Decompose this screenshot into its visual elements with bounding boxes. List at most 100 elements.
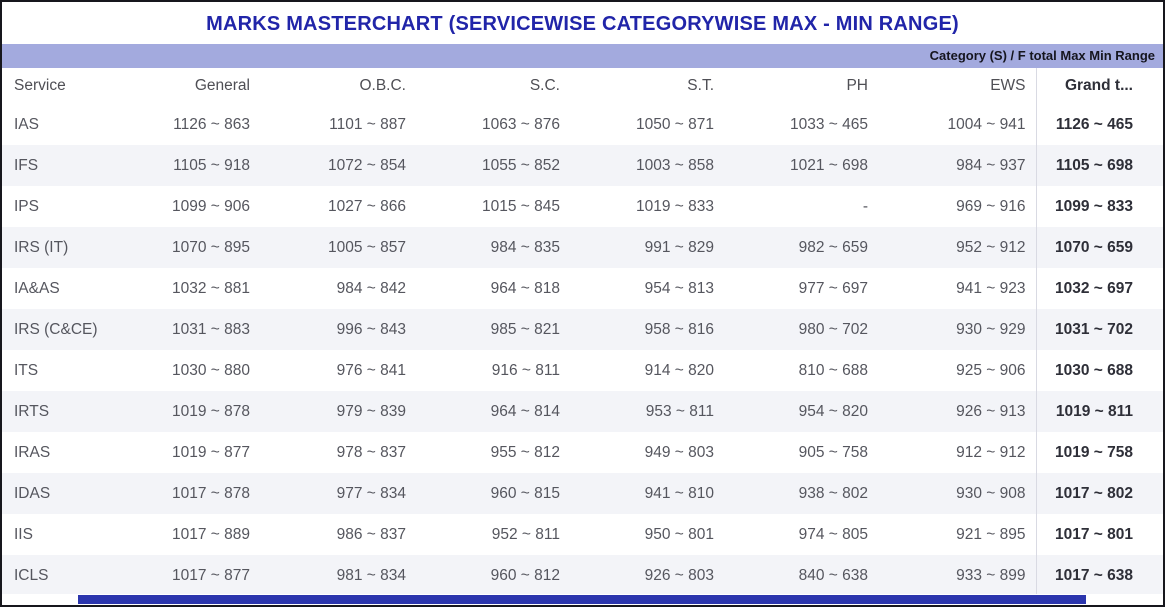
general-cell: 1126 ~ 863 <box>173 115 250 133</box>
table-row: ICLS 1017 ~ 877 981 ~ 834 960 ~ 812 926 ~ 80… <box>2 555 1163 596</box>
table-row: IRTS 1019 ~ 878 979 ~ 839 964 ~ 814 953 ~ 81… <box>2 391 1163 432</box>
general-cell: 1017 ~ 878 <box>171 484 250 502</box>
grand-total-cell: 1126 ~ 465 <box>1035 104 1163 145</box>
service-cell: ITS <box>14 361 39 379</box>
ph-cell: 954 ~ 820 <box>798 402 868 420</box>
ph-cell: 977 ~ 697 <box>798 279 868 297</box>
table-row: IFS 1105 ~ 918 1072 ~ 854 1055 ~ 852 1003 ~ … <box>2 145 1163 186</box>
column-header-ews: EWS <box>990 77 1026 94</box>
service-cell: IRAS <box>14 443 51 461</box>
grand-total-cell: 1019 ~ 811 <box>1035 391 1163 432</box>
column-header-ph: PH <box>846 77 868 94</box>
table-row: IA&AS 1032 ~ 881 984 ~ 842 964 ~ 818 954 ~ 8… <box>2 268 1163 309</box>
general-cell: 1019 ~ 877 <box>171 443 250 461</box>
grand-total-cell: 1031 ~ 702 <box>1035 309 1163 350</box>
horizontal-scrollbar-thumb[interactable] <box>78 595 1086 604</box>
st-cell: 950 ~ 801 <box>644 525 714 543</box>
st-cell: 1019 ~ 833 <box>635 197 714 215</box>
sc-cell: 955 ~ 812 <box>490 443 560 461</box>
service-cell: IRS (C&CE) <box>14 320 98 338</box>
obc-cell: 1072 ~ 854 <box>327 156 406 174</box>
st-cell: 941 ~ 810 <box>644 484 714 502</box>
sc-cell: 952 ~ 811 <box>491 525 560 543</box>
sc-cell: 1055 ~ 852 <box>481 156 560 174</box>
ews-cell: 912 ~ 912 <box>956 443 1026 461</box>
header-row: Service General O.B.C. S.C. S.T. PH EWS … <box>2 68 1163 104</box>
st-cell: 954 ~ 813 <box>644 279 714 297</box>
sc-cell: 964 ~ 818 <box>490 279 560 297</box>
sc-cell: 964 ~ 814 <box>490 402 560 420</box>
sc-cell: 1015 ~ 845 <box>481 197 560 215</box>
ph-cell: 840 ~ 638 <box>798 566 868 584</box>
table-row: IRS (IT) 1070 ~ 895 1005 ~ 857 984 ~ 835 991… <box>2 227 1163 268</box>
ph-cell: 974 ~ 805 <box>798 525 868 543</box>
page-title: MARKS MASTERCHART (SERVICEWISE CATEGORYW… <box>206 13 959 35</box>
table-header: Service General O.B.C. S.C. S.T. PH EWS … <box>2 68 1163 104</box>
service-cell: IRS (IT) <box>14 238 69 256</box>
st-cell: 1050 ~ 871 <box>635 115 714 133</box>
sc-cell: 985 ~ 821 <box>490 320 560 338</box>
ph-cell: 982 ~ 659 <box>798 238 868 256</box>
general-cell: 1099 ~ 906 <box>171 197 250 215</box>
ews-cell: 941 ~ 923 <box>956 279 1026 297</box>
ews-cell: 925 ~ 906 <box>956 361 1026 379</box>
ph-cell: 810 ~ 688 <box>798 361 868 379</box>
general-cell: 1105 ~ 918 <box>173 156 250 174</box>
table-row: IDAS 1017 ~ 878 977 ~ 834 960 ~ 815 941 ~ 81… <box>2 473 1163 514</box>
obc-cell: 986 ~ 837 <box>336 525 406 543</box>
obc-cell: 978 ~ 837 <box>336 443 406 461</box>
grand-total-cell: 1030 ~ 688 <box>1035 350 1163 391</box>
ph-cell: 905 ~ 758 <box>798 443 868 461</box>
ews-cell: 933 ~ 899 <box>956 566 1026 584</box>
service-cell: IFS <box>14 156 39 174</box>
ews-cell: 926 ~ 913 <box>956 402 1026 420</box>
ews-cell: 952 ~ 912 <box>956 238 1026 256</box>
ews-cell: 1004 ~ 941 <box>947 115 1026 133</box>
ews-cell: 921 ~ 895 <box>956 525 1026 543</box>
st-cell: 958 ~ 816 <box>644 320 714 338</box>
sc-cell: 984 ~ 835 <box>490 238 560 256</box>
sc-cell: 916 ~ 811 <box>491 361 560 379</box>
table-row: IPS 1099 ~ 906 1027 ~ 866 1015 ~ 845 1019 ~ … <box>2 186 1163 227</box>
table-row: IAS 1126 ~ 863 1101 ~ 887 1063 ~ 876 1050 ~ … <box>2 104 1163 145</box>
table-row: IIS 1017 ~ 889 986 ~ 837 952 ~ 811 950 ~ 801… <box>2 514 1163 555</box>
horizontal-scrollbar-track <box>2 594 1163 605</box>
general-cell: 1030 ~ 880 <box>171 361 250 379</box>
ews-cell: 969 ~ 916 <box>956 197 1026 215</box>
general-cell: 1017 ~ 889 <box>171 525 250 543</box>
grand-total-cell: 1099 ~ 833 <box>1035 186 1163 227</box>
service-cell: IDAS <box>14 484 51 502</box>
general-cell: 1032 ~ 881 <box>171 279 250 297</box>
column-header-sc: S.C. <box>529 77 560 94</box>
category-range-band: Category (S) / F total Max Min Range <box>2 44 1163 68</box>
grand-total-cell: 1017 ~ 638 <box>1035 555 1163 596</box>
column-header-grand-total: Grand t... <box>1035 68 1163 104</box>
obc-cell: 1005 ~ 857 <box>327 238 406 256</box>
table-row: IRAS 1019 ~ 877 978 ~ 837 955 ~ 812 949 ~ 80… <box>2 432 1163 473</box>
grand-total-cell: 1032 ~ 697 <box>1035 268 1163 309</box>
ph-cell: 980 ~ 702 <box>798 320 868 338</box>
grand-total-cell: 1105 ~ 698 <box>1035 145 1163 186</box>
service-cell: ICLS <box>14 566 49 584</box>
column-header-general: General <box>194 77 250 94</box>
table-row: ITS 1030 ~ 880 976 ~ 841 916 ~ 811 914 ~ 820… <box>2 350 1163 391</box>
obc-cell: 976 ~ 841 <box>336 361 406 379</box>
obc-cell: 1101 ~ 887 <box>329 115 406 133</box>
grand-total-cell: 1019 ~ 758 <box>1035 432 1163 473</box>
obc-cell: 1027 ~ 866 <box>327 197 406 215</box>
ews-cell: 930 ~ 929 <box>956 320 1026 338</box>
general-cell: 1070 ~ 895 <box>171 238 250 256</box>
general-cell: 1017 ~ 877 <box>171 566 250 584</box>
table-body: IAS 1126 ~ 863 1101 ~ 887 1063 ~ 876 1050 ~ … <box>2 104 1163 596</box>
general-cell: 1019 ~ 878 <box>171 402 250 420</box>
obc-cell: 981 ~ 834 <box>336 566 406 584</box>
general-cell: 1031 ~ 883 <box>171 320 250 338</box>
obc-cell: 979 ~ 839 <box>336 402 406 420</box>
ews-cell: 984 ~ 937 <box>956 156 1026 174</box>
ph-cell: - <box>862 197 868 215</box>
obc-cell: 977 ~ 834 <box>336 484 406 502</box>
ph-cell: 938 ~ 802 <box>798 484 868 502</box>
column-header-obc: O.B.C. <box>359 77 406 94</box>
ph-cell: 1033 ~ 465 <box>789 115 868 133</box>
